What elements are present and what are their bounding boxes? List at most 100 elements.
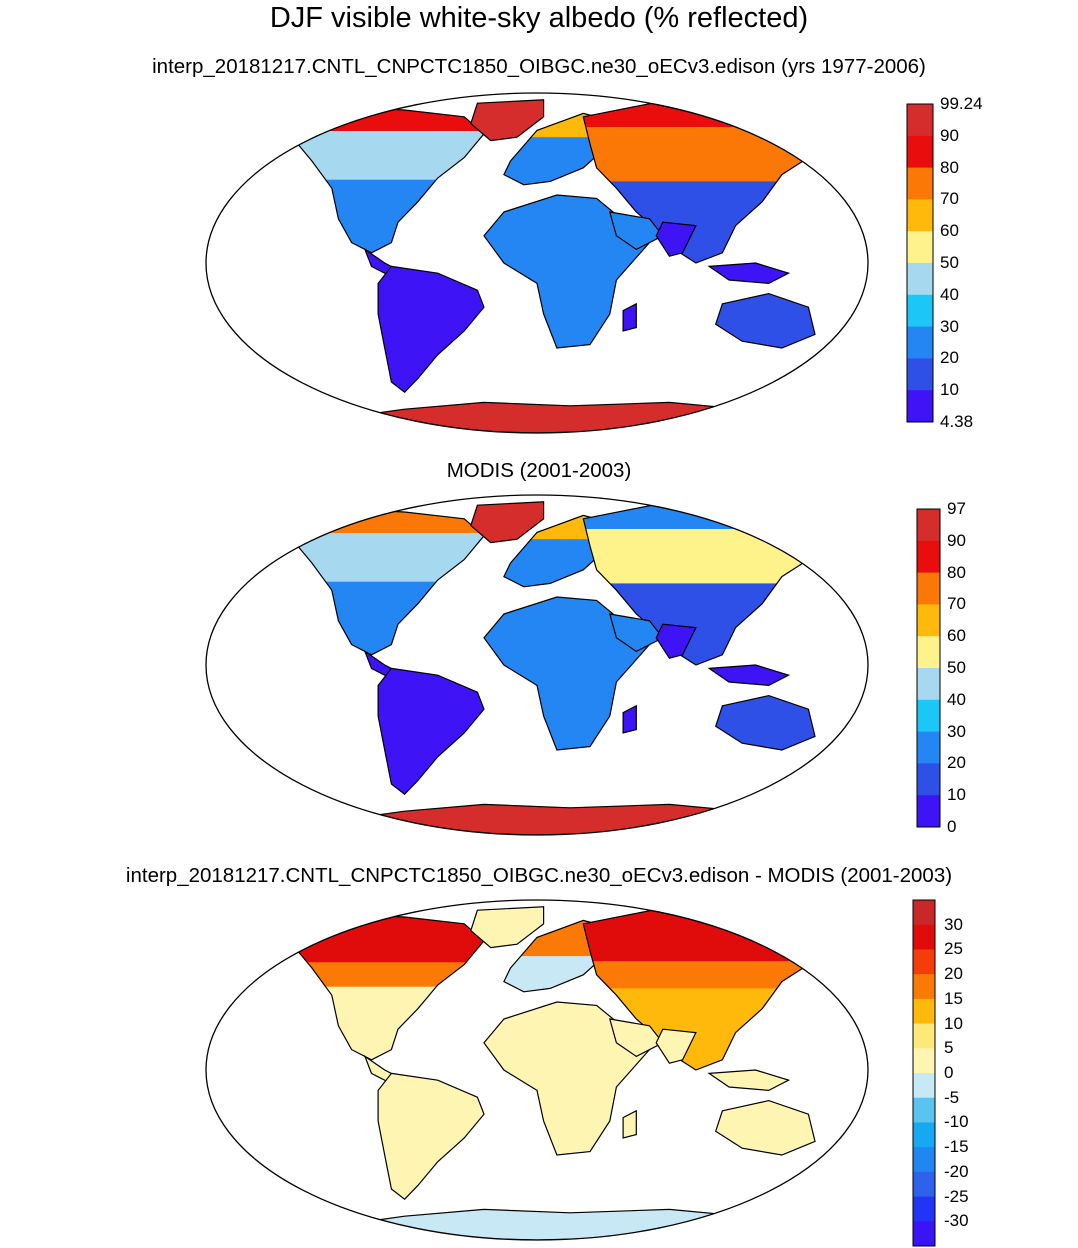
land-cell-band	[470, 99, 544, 108]
land-cell-band	[503, 944, 610, 957]
land-cell-band	[378, 287, 484, 310]
land-cell-band	[609, 1037, 663, 1045]
colorbar-label: -30	[944, 1211, 969, 1231]
land-cell-band	[470, 934, 544, 942]
land-cell-band	[609, 645, 663, 652]
land-cell-band	[331, 819, 769, 826]
colorbar-label: 80	[947, 562, 966, 582]
land-cell-band	[709, 1080, 789, 1085]
land-cell-band	[715, 1145, 815, 1155]
colorbar-swatch	[913, 998, 935, 1024]
landmass-australia	[714, 292, 816, 349]
colorbar-label: -10	[944, 1112, 969, 1132]
land-cell-band	[715, 329, 815, 340]
land-cell-band	[331, 814, 769, 821]
land-cell-band	[656, 1040, 696, 1047]
land-cell-band	[609, 632, 663, 640]
colorbar-label: 0	[947, 817, 957, 836]
land-cell-band	[715, 311, 815, 322]
coastline	[608, 1018, 664, 1058]
colorbar-swatch	[913, 1048, 935, 1074]
colorbar-swatch	[917, 699, 940, 732]
land-cell-band	[656, 646, 696, 654]
land-cell-band	[715, 320, 815, 331]
colorbar-swatch	[907, 326, 933, 359]
land-cell-band	[715, 293, 815, 304]
coastline	[470, 906, 545, 949]
land-cell-band	[331, 829, 769, 835]
land-cell-band	[623, 1128, 637, 1135]
land-cell-band	[623, 710, 637, 716]
land-cell-band	[715, 1127, 815, 1138]
land-cell-band	[709, 263, 789, 268]
land-cell-band	[656, 233, 696, 240]
panel-3-title: interp_20181217.CNTL_CNPCTC1850_OIBGC.ne…	[125, 864, 953, 887]
colorbar-swatch	[917, 668, 940, 701]
land-cell-band	[656, 635, 696, 642]
colorbar-swatch	[917, 604, 940, 637]
map-boundary	[205, 494, 869, 836]
land-cell-band	[623, 1119, 637, 1126]
land-cell-band	[656, 239, 696, 246]
colorbar-label: 15	[944, 988, 963, 1008]
landmass-australia	[714, 1099, 816, 1156]
coastline	[655, 623, 697, 659]
land-cell-band	[656, 250, 696, 257]
colorbar-label: 10	[940, 380, 959, 400]
land-cell-band	[656, 1057, 696, 1064]
colorbar-swatch	[907, 199, 933, 232]
land-cell-band	[331, 1234, 769, 1240]
colorbar-swatch	[913, 924, 935, 950]
land-cell-band	[470, 106, 544, 115]
colorbar-label: 30	[947, 721, 966, 741]
land-cell-band	[715, 1100, 815, 1111]
colorbar-frame	[906, 103, 934, 423]
coastline	[470, 501, 545, 544]
colorbar-swatch	[917, 509, 940, 542]
land-cell-band	[470, 113, 544, 121]
land-cell-band	[331, 1224, 769, 1231]
colorbar-swatch	[913, 1196, 935, 1222]
land-cell-band	[470, 127, 544, 135]
coastline	[284, 912, 485, 1061]
landmass-antarctica	[331, 401, 769, 433]
land-cell-band	[709, 671, 789, 676]
land-cell-band	[331, 407, 769, 414]
coastline	[608, 211, 664, 251]
land-cell-band	[331, 1229, 769, 1236]
land-cell-band	[709, 668, 789, 673]
land-cell-band	[715, 704, 815, 715]
land-cell-band	[470, 906, 544, 915]
map-panel-3	[205, 899, 869, 1241]
colorbar-label: 20	[940, 348, 959, 368]
land-cell-band	[364, 1071, 405, 1078]
coastline	[483, 1001, 651, 1156]
land-cell-band	[470, 501, 544, 510]
land-cell-band	[709, 678, 789, 683]
land-cell-band	[623, 719, 637, 725]
land-cell-band	[503, 956, 610, 969]
colorbar-swatch	[913, 1122, 935, 1148]
colorbar-label: -15	[944, 1137, 969, 1157]
land-cell-band	[715, 1136, 815, 1147]
land-cell-band	[715, 338, 815, 348]
land-cell-band	[656, 227, 696, 235]
colorbar-swatch	[917, 731, 940, 764]
land-cell-band	[503, 551, 610, 564]
colorbar-swatch	[907, 104, 933, 137]
colorbar-label: 5	[944, 1038, 954, 1058]
landmass-antarctica	[331, 1208, 769, 1240]
coastline	[483, 596, 651, 751]
map-boundary	[205, 92, 869, 434]
land-cell-band	[709, 665, 789, 670]
landmass-india	[655, 221, 697, 257]
land-cell-band	[715, 1118, 815, 1129]
colorbar-label: 4.38	[940, 412, 974, 431]
land-cell-band	[656, 652, 696, 659]
land-cell-band	[715, 713, 815, 724]
colorbar-swatch	[907, 294, 933, 327]
colorbar-swatch	[913, 1147, 935, 1173]
land-cell-band	[331, 1214, 769, 1221]
colorbar-label: 70	[947, 594, 966, 614]
land-cell-band	[623, 1124, 637, 1130]
